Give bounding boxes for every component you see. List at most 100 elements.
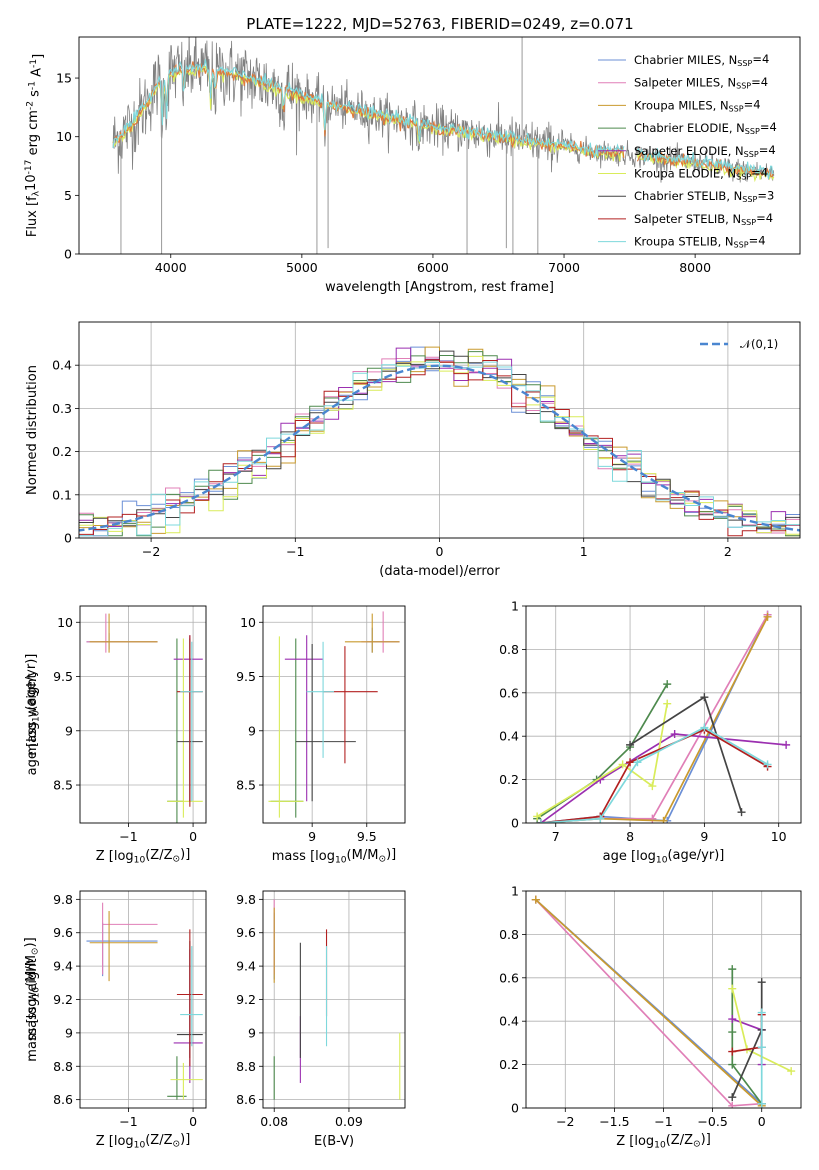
x-tick-label: −1.5 <box>599 1114 629 1129</box>
label-fragment: mass weight <box>25 673 40 755</box>
weight-marker <box>700 693 709 702</box>
y-tick-label: 9.5 <box>236 669 256 684</box>
y-axis-label: mass [log10(M/M⊙)] <box>23 937 41 1061</box>
label-fragment: erg cm <box>26 110 41 159</box>
x-axis-label: (data-model)/error <box>379 564 500 579</box>
errorbar-kroupa-stelib <box>180 641 203 802</box>
y-tick-label: 0.6 <box>499 685 519 700</box>
label-fragment: mass [log <box>25 999 40 1062</box>
x-tick-label: −0.5 <box>697 1114 727 1129</box>
weight-marker <box>648 782 657 791</box>
legend-label-salpeter-stelib: Salpeter STELIB, NSSP=4 <box>634 211 773 227</box>
y-tick-label: 0 <box>511 1101 519 1116</box>
label-fragment: )] <box>180 1132 190 1147</box>
label-fragment: A <box>29 68 44 81</box>
plot-area <box>533 610 791 823</box>
axes-border <box>79 605 207 824</box>
label-fragment: E(B-V) <box>314 1134 354 1149</box>
weight-marker <box>633 758 642 767</box>
legend-label-chabrier-elodie: Chabrier ELODIE, NSSP=4 <box>634 120 777 136</box>
x-tick-label: −1 <box>119 1114 137 1129</box>
axes-border <box>525 890 802 1109</box>
errorbar-kroupa-elodie <box>167 638 203 818</box>
model-spectrum <box>636 150 775 178</box>
label-fragment: ⊙ <box>173 1139 181 1149</box>
weight-line-chabrier-stelib <box>731 982 763 1098</box>
normal-curve <box>79 364 800 532</box>
x-axis-label: Z [log10(Z/Z⊙)] <box>616 1132 711 1150</box>
axes-border <box>78 36 801 255</box>
label-fragment: mass [log <box>272 849 335 864</box>
x-axis-label: Z [log10(Z/Z⊙)] <box>96 847 191 865</box>
weight-marker <box>728 1101 737 1108</box>
errorbar-kroupa-miles <box>344 613 400 653</box>
label-fragment: 10 <box>335 855 347 865</box>
weight-marker <box>737 808 746 817</box>
plot-area <box>268 611 400 818</box>
grid <box>526 605 801 824</box>
x-tick-label: 7000 <box>548 260 580 275</box>
grid <box>263 891 405 1108</box>
errorbar-salpeter-miles <box>102 902 158 975</box>
data-spectrum <box>112 37 775 183</box>
x-tick-label: −2 <box>556 1114 574 1129</box>
y-tick-label: 0.2 <box>52 444 72 459</box>
label-fragment: SSP <box>736 173 751 182</box>
weight-line-kroupa-elodie <box>536 703 669 818</box>
weight-marker <box>763 612 772 621</box>
plot-area <box>531 895 796 1108</box>
legend-label-chabrier-stelib: Chabrier STELIB, NSSP=3 <box>634 188 774 204</box>
plot-area <box>86 613 203 823</box>
y-tick-label: 0 <box>511 816 519 831</box>
plot-area <box>79 346 800 537</box>
legend-label-chabrier-miles: Chabrier MILES, NSSP=4 <box>634 52 769 68</box>
y-tick-label: 1 <box>511 884 519 899</box>
label-fragment: age [log <box>25 722 40 775</box>
weight-marker <box>757 1099 766 1108</box>
grid <box>80 606 206 823</box>
x-axis-label: wavelength [Angstrom, rest frame] <box>325 280 554 295</box>
label-fragment: mass weight <box>25 958 40 1040</box>
grid <box>263 606 405 823</box>
x-tick-label: 9 <box>308 829 316 844</box>
label-fragment: =4 <box>756 211 773 225</box>
label-fragment: λ <box>31 190 41 196</box>
x-tick-label: −2 <box>142 544 160 559</box>
legend-label-salpeter-elodie: Salpeter ELODIE, NSSP=4 <box>634 143 776 159</box>
weight-marker <box>728 965 737 974</box>
weight-marker <box>757 978 766 987</box>
errorbar-salpeter-elodie <box>284 635 324 802</box>
weight-marker <box>700 723 709 732</box>
plot-area <box>86 902 203 1100</box>
model-spectrum <box>112 59 625 159</box>
errorbar-kroupa-elodie <box>170 1062 203 1100</box>
axes-border <box>525 605 802 824</box>
label-fragment: Salpeter MILES, N <box>634 76 736 90</box>
label-fragment: 10 <box>656 855 668 865</box>
y-tick-label: 0.4 <box>52 358 72 373</box>
y-tick-label: 8.8 <box>53 1059 73 1074</box>
label-fragment: SSP <box>734 241 749 250</box>
y-tick-label: 10 <box>240 615 256 630</box>
y-tick-label: 9 <box>65 723 73 738</box>
weight-line-chabrier-miles <box>540 614 769 823</box>
x-tick-label: 2 <box>724 544 732 559</box>
errorbar-kroupa-miles <box>89 911 158 982</box>
weight-marker <box>787 1067 796 1076</box>
x-tick-label: 0.09 <box>335 1114 363 1129</box>
y-axis-label: Flux [fλ10-17 erg cm-2 s-1 A-1] <box>24 54 46 237</box>
weight-marker <box>728 984 737 993</box>
y-axis-label: age [log10(age/yr)] <box>24 654 41 776</box>
weight-marker <box>533 812 542 821</box>
x-tick-label: 0 <box>189 829 197 844</box>
y-tick-label: 0.4 <box>499 1014 519 1029</box>
label-fragment: Chabrier MILES, N <box>634 53 737 67</box>
errorbar-kroupa-stelib <box>306 641 334 758</box>
label-fragment: Salpeter STELIB, N <box>634 212 741 226</box>
label-fragment: )] <box>701 1132 711 1147</box>
label-fragment: )] <box>23 937 38 947</box>
weight-marker <box>626 740 635 749</box>
label-fragment: (Z/Z <box>666 1133 693 1148</box>
